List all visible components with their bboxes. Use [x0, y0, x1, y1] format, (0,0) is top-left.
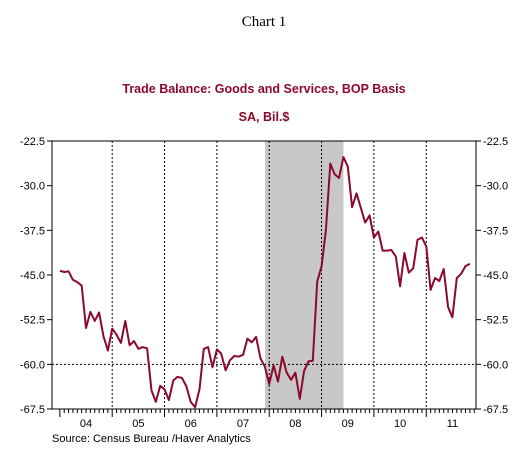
y-tick-label-left: -30.0 [20, 181, 45, 193]
y-tick-label-right: -45.0 [483, 270, 508, 282]
series-line [59, 156, 471, 409]
chart-title: Trade Balance: Goods and Services, BOP B… [122, 82, 405, 96]
x-tick-label: 04 [80, 418, 92, 430]
x-tick-label: 06 [185, 418, 197, 430]
chart-subtitle: SA, Bil.$ [239, 110, 290, 124]
y-tick-label-right: -60.0 [483, 359, 508, 371]
plot-area: -22.5 -22.5 -30.0 -30.0 -37.5 -37.5 -45.0 -45.0… [20, 136, 508, 430]
y-tick-label-left: -52.5 [20, 315, 45, 327]
x-tick-label: 08 [289, 418, 301, 430]
plot-frame [51, 140, 477, 410]
y-tick-label-left: -45.0 [20, 270, 45, 282]
y-tick-label-left: -67.5 [20, 404, 45, 416]
y-tick-label-left: -60.0 [20, 359, 45, 371]
x-tick-label: 07 [237, 418, 249, 430]
x-tick-label: 10 [394, 418, 406, 430]
y-tick-label-left: -37.5 [20, 225, 45, 237]
y-tick-label-right: -52.5 [483, 315, 508, 327]
source-note: Source: Census Bureau /Haver Analytics [52, 433, 251, 445]
chart-heading: Chart 1 [241, 14, 287, 30]
y-tick-label-right: -30.0 [483, 181, 508, 193]
x-tick-label: 05 [132, 418, 144, 430]
y-tick-label-left: -22.5 [20, 136, 45, 148]
y-tick-label-right: -67.5 [483, 404, 508, 416]
x-tick-label: 09 [342, 418, 354, 430]
x-tick-label: 11 [447, 418, 458, 430]
y-tick-label-right: -22.5 [483, 136, 508, 148]
y-tick-label-right: -37.5 [483, 225, 508, 237]
